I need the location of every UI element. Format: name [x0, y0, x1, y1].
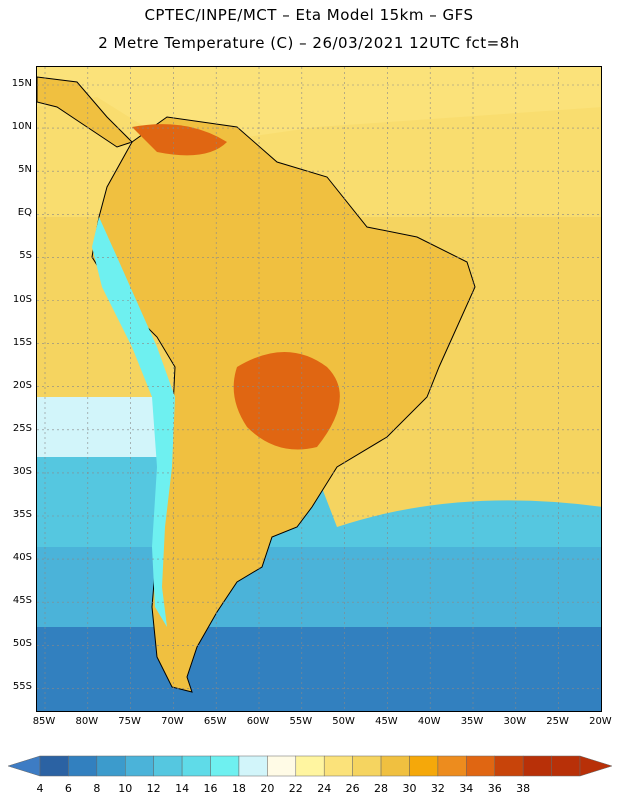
lon-label: 80W [75, 716, 99, 727]
lat-label: 50S [12, 638, 32, 650]
colorbar-label: 28 [374, 782, 389, 795]
colorbar-label: 24 [317, 782, 332, 795]
lon-label: 75W [118, 716, 141, 727]
colorbar-box [295, 755, 325, 777]
lon-label: 30W [503, 716, 527, 727]
lat-label: 45S [12, 595, 32, 607]
colorbar-box [96, 755, 126, 777]
colorbar-label: 18 [231, 782, 246, 795]
lon-label: 25W [546, 716, 569, 727]
lon-label: 70W [161, 716, 184, 727]
lon-label: 40W [417, 716, 441, 727]
colorbar-label: 16 [203, 782, 218, 795]
ocean-coldest [37, 627, 601, 711]
colorbar-box [210, 755, 240, 777]
hot-interior [233, 352, 340, 450]
lon-label: 85W [32, 716, 56, 727]
central-america-land [37, 76, 133, 148]
colorbar-box [352, 755, 382, 777]
lon-label: 55W [289, 716, 313, 727]
colorbar-label: 38 [516, 782, 531, 795]
lat-label: 25S [12, 422, 32, 434]
colorbar-label: 22 [288, 782, 303, 795]
lat-label: 30S [12, 465, 32, 477]
colorbar-box [409, 755, 439, 777]
colorbar-label: 26 [345, 782, 360, 795]
colorbar-box [522, 755, 552, 777]
lat-label: 40S [12, 552, 32, 564]
lon-label: 50W [332, 716, 355, 727]
colorbar-label: 20 [260, 782, 275, 795]
lon-label: 35W [460, 716, 484, 727]
ocean-colder [37, 547, 601, 627]
lat-label: EQ [17, 207, 32, 219]
lon-label: 65W [203, 716, 227, 727]
lat-label: 55S [12, 681, 32, 693]
lon-label: 60W [246, 716, 270, 727]
temperature-map [37, 67, 601, 711]
colorbar-box [267, 755, 297, 777]
colorbar [7, 755, 613, 777]
colorbar-label: 6 [64, 782, 72, 795]
colorbar-label: 36 [487, 782, 502, 795]
lat-label: 35S [12, 509, 32, 520]
colorbar-label: 32 [430, 782, 445, 795]
colorbar-box [380, 755, 410, 777]
colorbar-box [494, 755, 524, 777]
lat-label: 15N [11, 78, 32, 89]
colorbar-label: 4 [36, 782, 44, 795]
colorbar-box [181, 755, 211, 777]
map-panel [36, 66, 602, 712]
colorbar-box [125, 755, 154, 777]
colorbar-box [39, 755, 69, 777]
andes-cold-strip [92, 217, 175, 627]
colorbar-over-arrow [579, 755, 613, 777]
lon-label: 20W [589, 716, 612, 727]
map-title: CPTEC/INPE/MCT – Eta Model 15km – GFS [144, 6, 474, 24]
colorbar-box [153, 755, 183, 777]
colorbar-box [466, 755, 495, 777]
colorbar-label: 14 [175, 782, 190, 795]
lat-label: 15S [12, 336, 32, 348]
lat-label: 10N [11, 121, 32, 133]
hot-north [132, 124, 227, 156]
lat-label: 5S [19, 250, 32, 262]
colorbar-label: 8 [93, 782, 101, 795]
colorbar-box [238, 755, 268, 777]
colorbar-under-arrow [7, 755, 41, 777]
lat-lon-grid [37, 67, 601, 711]
colorbar-label: 30 [402, 782, 417, 795]
colorbar-label: 34 [459, 782, 474, 795]
colorbar-box [68, 755, 98, 777]
colorbar-box [437, 755, 467, 777]
lat-label: 20S [12, 379, 32, 391]
colorbar-box [551, 755, 581, 777]
colorbar-label: 10 [118, 782, 133, 795]
colorbar-box [323, 755, 353, 777]
lon-label: 45W [375, 716, 398, 727]
colorbar-label: 12 [146, 782, 161, 795]
lat-label: 5N [18, 164, 32, 176]
lat-label: 10S [12, 293, 32, 305]
map-subtitle: 2 Metre Temperature (C) – 26/03/2021 12U… [98, 34, 520, 52]
